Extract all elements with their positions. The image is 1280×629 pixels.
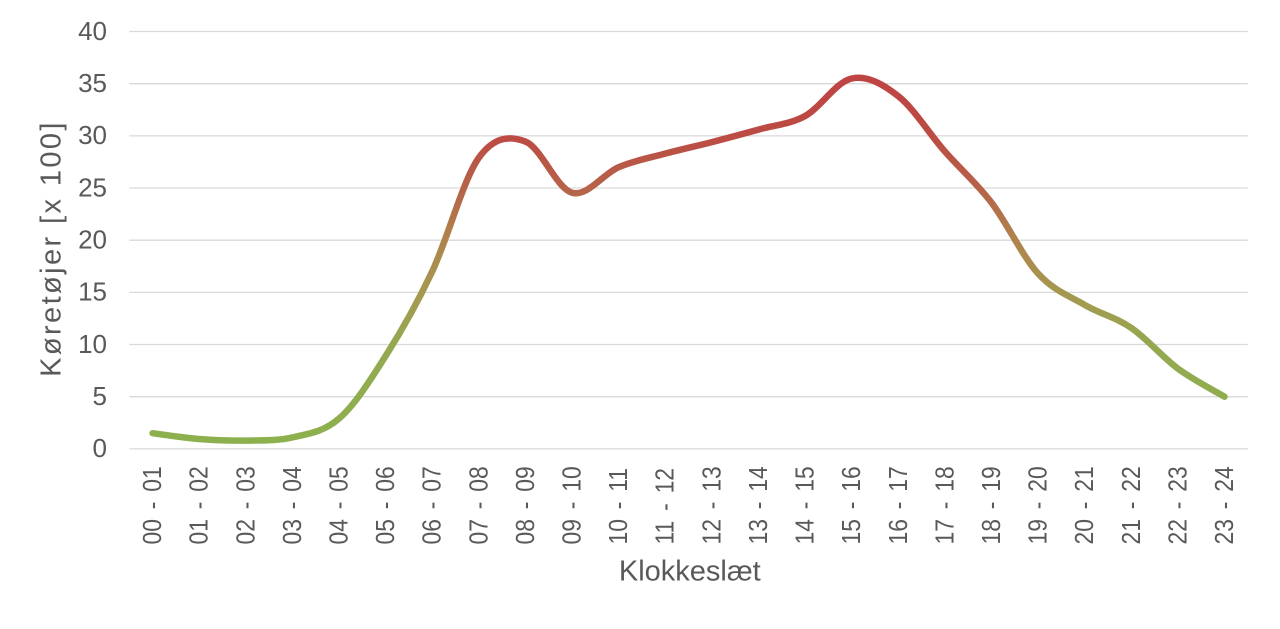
svg-text:16 - 17: 16 - 17 (885, 466, 914, 544)
svg-text:10: 10 (78, 329, 107, 359)
svg-text:07 - 08: 07 - 08 (465, 466, 494, 544)
svg-text:01 - 02: 01 - 02 (185, 466, 214, 544)
svg-text:17 - 18: 17 - 18 (931, 466, 960, 544)
svg-text:03 - 04: 03 - 04 (279, 466, 308, 544)
svg-text:10 - 11: 10 - 11 (605, 468, 634, 545)
svg-text:11 - 12: 11 - 12 (651, 468, 680, 545)
svg-text:04 - 05: 04 - 05 (325, 466, 354, 544)
svg-text:15: 15 (78, 277, 107, 307)
svg-text:00 - 01: 00 - 01 (139, 466, 168, 544)
svg-text:5: 5 (93, 381, 107, 411)
svg-text:25: 25 (78, 172, 107, 202)
svg-text:40: 40 (78, 16, 107, 46)
svg-text:21 - 22: 21 - 22 (1118, 466, 1147, 544)
svg-text:14 - 15: 14 - 15 (791, 466, 820, 544)
svg-text:02 - 03: 02 - 03 (232, 466, 261, 544)
svg-text:15 - 16: 15 - 16 (838, 466, 867, 544)
svg-text:20 - 21: 20 - 21 (1071, 466, 1100, 544)
svg-text:18 - 19: 18 - 19 (978, 466, 1007, 544)
svg-text:22 - 23: 22 - 23 (1164, 466, 1193, 544)
svg-text:Køretøjer [x 100]: Køretøjer [x 100] (36, 120, 68, 377)
svg-text:30: 30 (78, 120, 107, 150)
svg-text:06 - 07: 06 - 07 (418, 466, 447, 544)
svg-text:19 - 20: 19 - 20 (1024, 466, 1053, 544)
svg-text:35: 35 (78, 68, 107, 98)
svg-text:23 - 24: 23 - 24 (1211, 466, 1240, 544)
svg-text:Klokkeslæt: Klokkeslæt (619, 556, 761, 588)
svg-text:0: 0 (93, 433, 107, 463)
svg-text:09 - 10: 09 - 10 (558, 466, 587, 544)
svg-text:20: 20 (78, 225, 107, 255)
svg-text:05 - 06: 05 - 06 (372, 466, 401, 544)
svg-text:12 - 13: 12 - 13 (698, 466, 727, 544)
svg-text:13 - 14: 13 - 14 (745, 466, 774, 544)
svg-text:08 - 09: 08 - 09 (512, 466, 541, 544)
